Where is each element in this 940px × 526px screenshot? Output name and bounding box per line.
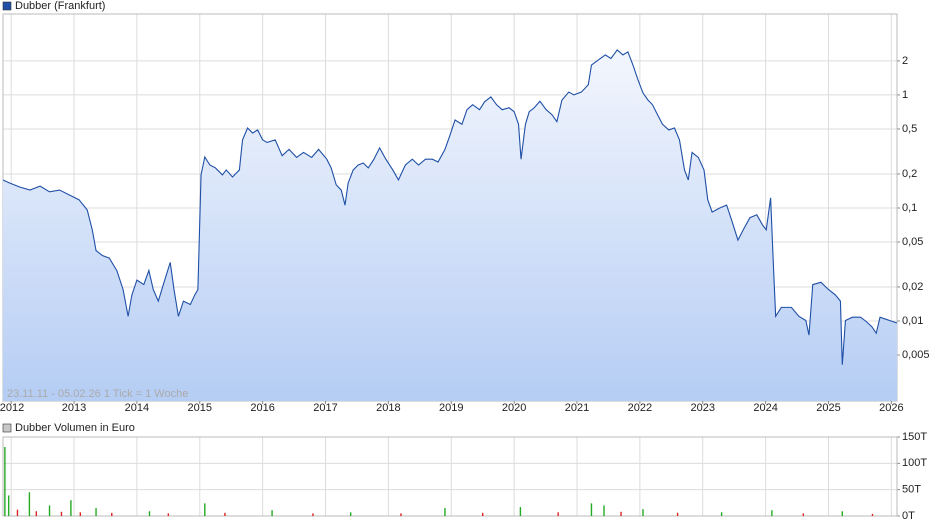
volume-bar: [557, 512, 559, 516]
volume-bar: [802, 513, 805, 516]
volume-panel: 150T 100T 50T 0T Dubber Volumen in Euro: [2, 422, 927, 522]
area: [3, 49, 897, 401]
annotation: 23.11.11 - 05.02.26 1 Tick = 1 Woche: [7, 388, 188, 400]
x-tick-label: 2019: [439, 402, 463, 414]
volume-bar: [60, 511, 63, 516]
volume-bar: [48, 505, 51, 516]
price-line: [2, 49, 898, 365]
x-tick-label: 2012: [0, 402, 24, 414]
legend-label: Dubber (Frankfurt): [15, 0, 105, 12]
volume-bar: [444, 508, 446, 516]
volume-bar: [271, 510, 273, 516]
volume-bar: [349, 512, 352, 516]
volume-bar: [28, 492, 31, 516]
y-tick-label: 0,05: [902, 236, 923, 248]
y-tick-label: 0,01: [902, 315, 923, 327]
y-tick-label: 0,5: [902, 123, 917, 135]
x-tick-label: 2025: [816, 402, 840, 414]
y-tick-label: 0,02: [902, 281, 923, 293]
x-tick-label: 2014: [125, 402, 149, 414]
volume-bar: [642, 509, 644, 516]
x-tick-label: 2016: [250, 402, 274, 414]
volume-bar: [841, 511, 844, 516]
volume-bar: [771, 510, 773, 516]
volume-bar: [620, 511, 622, 516]
volume-bar: [7, 495, 10, 516]
volume-bar: [312, 513, 314, 516]
volume-bar: [4, 447, 6, 516]
legend-label: Dubber Volumen in Euro: [15, 422, 135, 434]
volume-bar: [871, 513, 874, 516]
y-tick-label: 1: [902, 89, 908, 101]
x-tick-label: 2023: [690, 402, 714, 414]
y-tick-label: 100T: [902, 457, 927, 469]
volume-bar: [481, 512, 484, 516]
volume-bar: [519, 507, 522, 516]
x-tick-label: 2015: [188, 402, 212, 414]
x-tick-label: 2018: [376, 402, 400, 414]
x-tick-label: 2022: [628, 402, 652, 414]
x-tick-label: 2026: [879, 402, 903, 414]
x-tick-label: 2021: [565, 402, 589, 414]
volume-bar: [95, 508, 97, 516]
volume-bar: [590, 503, 593, 516]
x-tick-label: 2020: [502, 402, 526, 414]
x-tick-label: 2013: [62, 402, 86, 414]
y-tick-label: 2: [902, 55, 908, 67]
volume-bar: [79, 512, 82, 516]
x-tick-label: 2024: [753, 402, 777, 414]
volume-bar: [603, 505, 605, 516]
price-panel: ARIVA.DE210,50,20,10,050,020,010,005Dubb…: [0, 0, 930, 414]
volume-bar: [676, 512, 679, 516]
volume-bar: [224, 512, 226, 516]
volume-bar: [148, 511, 151, 516]
volume-bar: [70, 500, 72, 516]
legend-swatch: [2, 1, 12, 11]
y-tick-label: 50T: [902, 484, 921, 496]
volume-bar: [167, 513, 170, 516]
plot-frame: [2, 436, 898, 517]
y-tick-label: 0,1: [902, 202, 917, 214]
volume-bar: [35, 511, 38, 516]
y-tick-label: 0,005: [902, 349, 930, 361]
legend-swatch: [2, 423, 12, 433]
y-tick-label: 0,2: [902, 168, 917, 180]
volume-bar: [720, 512, 723, 516]
y-tick-label: 0T: [902, 510, 915, 522]
y-tick-label: 150T: [902, 431, 927, 443]
volume-bar: [111, 512, 113, 516]
x-tick-label: 2017: [313, 402, 337, 414]
volume-bar: [400, 513, 402, 516]
volume-bar: [16, 509, 19, 516]
volume-bar: [204, 503, 206, 516]
